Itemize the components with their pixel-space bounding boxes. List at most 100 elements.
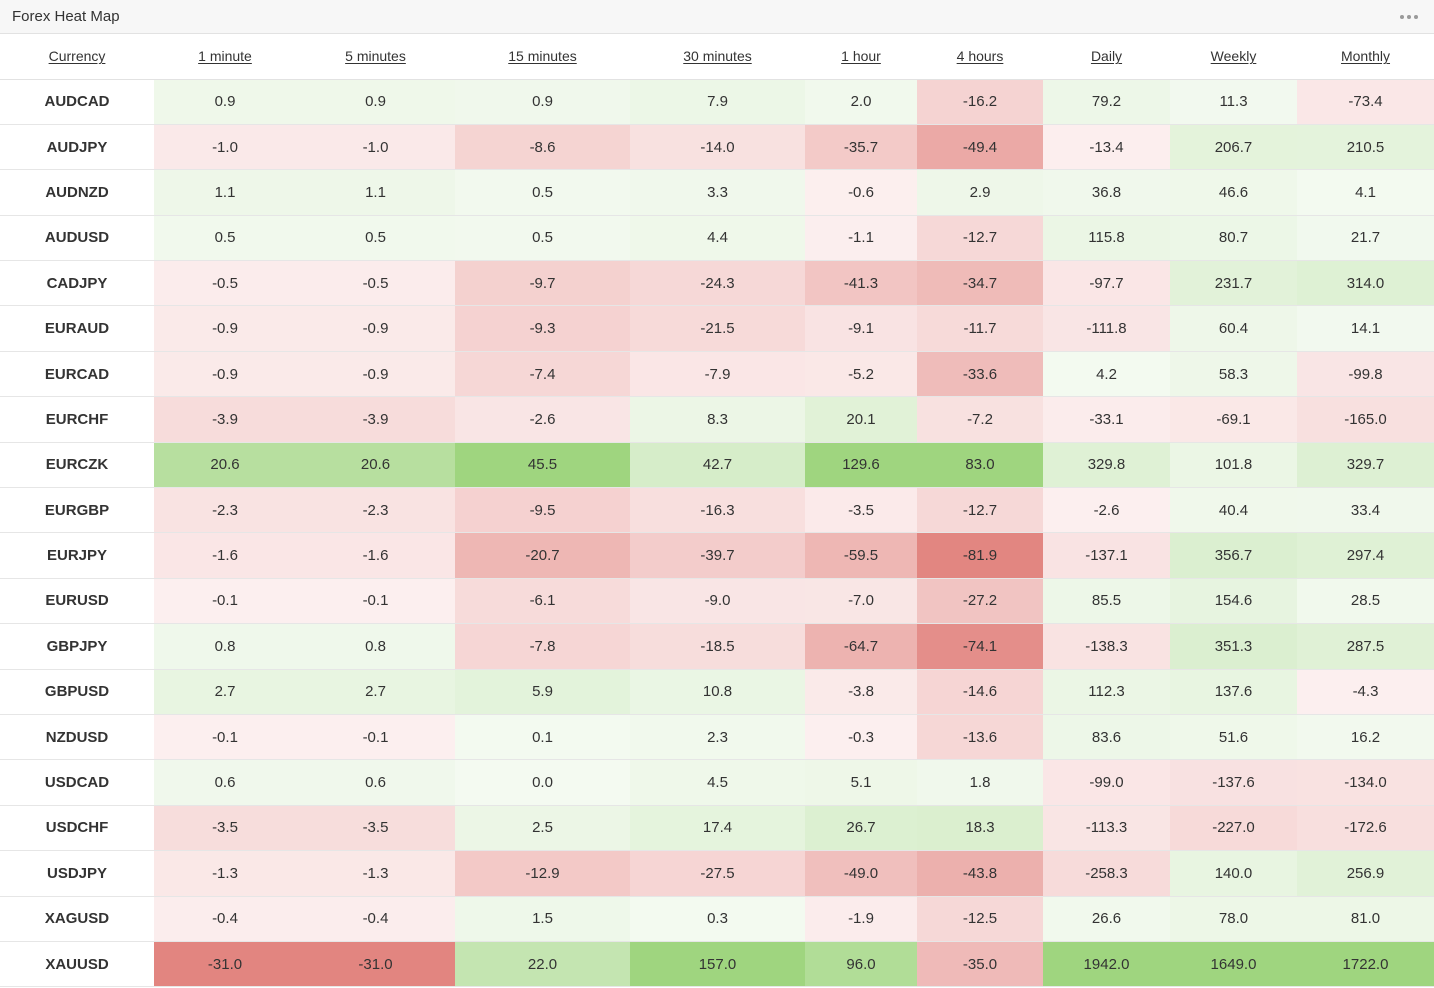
heat-cell-weekly: 137.6	[1170, 669, 1297, 715]
heat-cell-4-hours: -34.7	[917, 260, 1043, 307]
heat-cell-monthly: 16.2	[1297, 714, 1434, 761]
heat-cell-1-hour: -7.0	[805, 578, 917, 625]
table-row: GBPJPY 0.8 0.8 -7.8 -18.5 -64.7 -74.1 -138.3 351…	[0, 623, 1434, 670]
heat-cell-weekly: 80.7	[1170, 215, 1297, 262]
heat-cell-15-minutes: 0.9	[455, 79, 630, 125]
column-header-daily[interactable]: Daily	[1043, 34, 1170, 80]
heat-cell-30-minutes: 3.3	[630, 169, 805, 216]
heat-cell-1-hour: -3.8	[805, 669, 917, 715]
column-header-weekly[interactable]: Weekly	[1170, 34, 1297, 80]
heat-cell-15-minutes: 45.5	[455, 442, 630, 489]
table-body: AUDCAD 0.9 0.9 0.9 7.9 2.0 -16.2 79.2 11.3 -73.4 A…	[0, 79, 1434, 988]
column-header-monthly[interactable]: Monthly	[1297, 34, 1434, 80]
heat-cell-15-minutes: -9.3	[455, 305, 630, 352]
heat-cell-weekly: 231.7	[1170, 260, 1297, 307]
heat-cell-weekly: 101.8	[1170, 442, 1297, 489]
table-row: XAUUSD -31.0 -31.0 22.0 157.0 96.0 -35.0 1942.0…	[0, 941, 1434, 988]
heat-cell-30-minutes: 7.9	[630, 79, 805, 125]
heat-cell-weekly: 58.3	[1170, 351, 1297, 398]
heat-cell-15-minutes: 0.0	[455, 759, 630, 806]
column-header-currency[interactable]: Currency	[0, 34, 154, 80]
heat-cell-30-minutes: 10.8	[630, 669, 805, 715]
heat-cell-5-minutes: -0.1	[296, 714, 455, 761]
currency-pair-label: EURCHF	[0, 396, 154, 443]
heat-cell-15-minutes: -9.7	[455, 260, 630, 307]
heat-cell-1-hour: -35.7	[805, 124, 917, 171]
heat-cell-30-minutes: -27.5	[630, 850, 805, 897]
heat-cell-4-hours: 18.3	[917, 805, 1043, 852]
heat-cell-1-hour: -1.9	[805, 896, 917, 942]
heat-cell-daily: 4.2	[1043, 351, 1170, 398]
currency-pair-label: CADJPY	[0, 260, 154, 307]
heat-cell-30-minutes: 42.7	[630, 442, 805, 489]
heat-cell-1-hour: -41.3	[805, 260, 917, 307]
heat-cell-monthly: 256.9	[1297, 850, 1434, 897]
heat-cell-monthly: -134.0	[1297, 759, 1434, 806]
currency-pair-label: EURCZK	[0, 442, 154, 489]
table-row: AUDCAD 0.9 0.9 0.9 7.9 2.0 -16.2 79.2 11.3 -73.4	[0, 79, 1434, 125]
heat-cell-monthly: -172.6	[1297, 805, 1434, 852]
heat-cell-monthly: 297.4	[1297, 532, 1434, 579]
heat-cell-4-hours: -81.9	[917, 532, 1043, 579]
heat-cell-30-minutes: -39.7	[630, 532, 805, 579]
heat-cell-monthly: 21.7	[1297, 215, 1434, 262]
column-header-1-hour[interactable]: 1 hour	[805, 34, 917, 80]
heat-cell-daily: -13.4	[1043, 124, 1170, 171]
header-row: Currency 1 minute 5 minutes 15 minutes 30 mi…	[0, 34, 1434, 80]
heat-cell-monthly: 14.1	[1297, 305, 1434, 352]
heat-cell-daily: 329.8	[1043, 442, 1170, 489]
heat-cell-monthly: 329.7	[1297, 442, 1434, 489]
column-header-4-hours[interactable]: 4 hours	[917, 34, 1043, 80]
currency-pair-label: USDCHF	[0, 805, 154, 852]
heat-cell-5-minutes: -0.4	[296, 896, 455, 942]
heat-cell-4-hours: -35.0	[917, 941, 1043, 988]
column-header-1-minute[interactable]: 1 minute	[154, 34, 296, 80]
heat-cell-weekly: 356.7	[1170, 532, 1297, 579]
heat-cell-weekly: -227.0	[1170, 805, 1297, 852]
heat-cell-1-minute: 20.6	[154, 442, 296, 489]
heat-cell-daily: -111.8	[1043, 305, 1170, 352]
heat-cell-1-hour: -0.6	[805, 169, 917, 216]
heat-cell-daily: 85.5	[1043, 578, 1170, 625]
currency-pair-label: XAUUSD	[0, 941, 154, 988]
table-row: USDCAD 0.6 0.6 0.0 4.5 5.1 1.8 -99.0 -137.6 -134.…	[0, 759, 1434, 806]
heat-cell-15-minutes: -8.6	[455, 124, 630, 171]
heat-cell-1-minute: 0.9	[154, 79, 296, 125]
table-row: EURAUD -0.9 -0.9 -9.3 -21.5 -9.1 -11.7 -111.8 60…	[0, 305, 1434, 352]
table-row: XAGUSD -0.4 -0.4 1.5 0.3 -1.9 -12.5 26.6 78.0 81.…	[0, 896, 1434, 942]
heat-cell-4-hours: -16.2	[917, 79, 1043, 125]
table-row: AUDUSD 0.5 0.5 0.5 4.4 -1.1 -12.7 115.8 80.7 21.7	[0, 215, 1434, 262]
heat-cell-1-minute: 0.8	[154, 623, 296, 670]
heat-cell-30-minutes: -16.3	[630, 487, 805, 534]
table-row: EURCAD -0.9 -0.9 -7.4 -7.9 -5.2 -33.6 4.2 58.3 -9…	[0, 351, 1434, 398]
heat-cell-1-minute: -0.9	[154, 351, 296, 398]
heat-cell-monthly: 28.5	[1297, 578, 1434, 625]
heat-cell-daily: -113.3	[1043, 805, 1170, 852]
heat-cell-4-hours: -27.2	[917, 578, 1043, 625]
heat-cell-1-minute: 0.6	[154, 759, 296, 806]
column-header-30-minutes[interactable]: 30 minutes	[630, 34, 805, 80]
heat-cell-5-minutes: -0.5	[296, 260, 455, 307]
more-dots-icon[interactable]	[1396, 9, 1422, 25]
heat-cell-weekly: 1649.0	[1170, 941, 1297, 988]
heat-cell-4-hours: -12.5	[917, 896, 1043, 942]
heat-cell-1-minute: -1.0	[154, 124, 296, 171]
heat-cell-weekly: 206.7	[1170, 124, 1297, 171]
heat-map-table: Currency 1 minute 5 minutes 15 minutes 30 mi…	[0, 34, 1434, 988]
heat-cell-4-hours: -43.8	[917, 850, 1043, 897]
heat-cell-monthly: 314.0	[1297, 260, 1434, 307]
currency-pair-label: NZDUSD	[0, 714, 154, 761]
heat-cell-weekly: 51.6	[1170, 714, 1297, 761]
heat-cell-15-minutes: 22.0	[455, 941, 630, 988]
heat-cell-15-minutes: -6.1	[455, 578, 630, 625]
heat-cell-30-minutes: -21.5	[630, 305, 805, 352]
heat-cell-monthly: -165.0	[1297, 396, 1434, 443]
heat-cell-1-hour: -9.1	[805, 305, 917, 352]
column-header-5-minutes[interactable]: 5 minutes	[296, 34, 455, 80]
currency-pair-label: USDCAD	[0, 759, 154, 806]
heat-cell-30-minutes: 4.4	[630, 215, 805, 262]
heat-cell-5-minutes: 0.5	[296, 215, 455, 262]
column-header-15-minutes[interactable]: 15 minutes	[455, 34, 630, 80]
heat-cell-daily: 26.6	[1043, 896, 1170, 942]
heat-cell-30-minutes: 157.0	[630, 941, 805, 988]
